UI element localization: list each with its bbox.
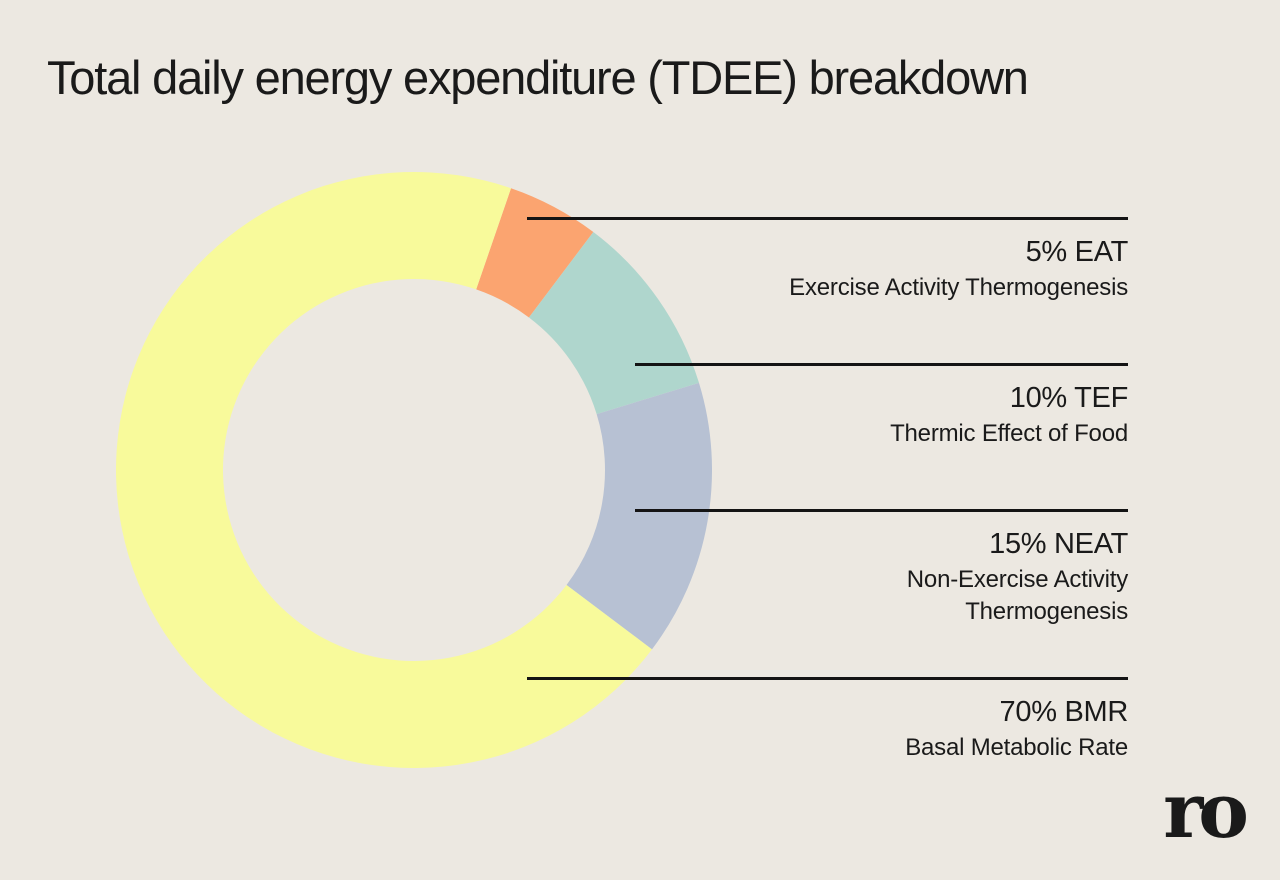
callout-eat-desc: Exercise Activity Thermogenesis	[789, 273, 1128, 301]
callout-eat-value: 5% EAT	[1025, 236, 1129, 268]
callout-tef-value: 10% TEF	[1009, 382, 1129, 414]
donut-slice-bmr	[116, 172, 652, 768]
callout-bmr: 70% BMR Basal Metabolic Rate	[527, 677, 1128, 764]
ro-logo: ro	[1163, 766, 1249, 855]
donut-slice-tef	[528, 232, 699, 415]
callout-eat: 5% EAT Exercise Activity Thermogenesis	[527, 217, 1128, 304]
callout-neat-desc-line2: Thermogenesis	[965, 598, 1128, 626]
callout-neat-value: 15% NEAT	[989, 528, 1128, 560]
callout-bmr-desc: Basal Metabolic Rate	[905, 733, 1128, 761]
callout-bmr-value: 70% BMR	[999, 696, 1129, 728]
callout-tef-desc: Thermic Effect of Food	[890, 419, 1128, 447]
callout-neat: 15% NEAT Non-Exercise Activity Thermogen…	[635, 509, 1128, 629]
donut-slice-neat	[566, 382, 712, 650]
page-title: Total daily energy expenditure (TDEE) br…	[47, 51, 1029, 104]
callout-neat-desc-line1: Non-Exercise Activity	[906, 565, 1128, 593]
donut-slice-eat	[476, 188, 594, 318]
callout-tef: 10% TEF Thermic Effect of Food	[635, 363, 1128, 450]
donut-chart	[116, 172, 712, 768]
